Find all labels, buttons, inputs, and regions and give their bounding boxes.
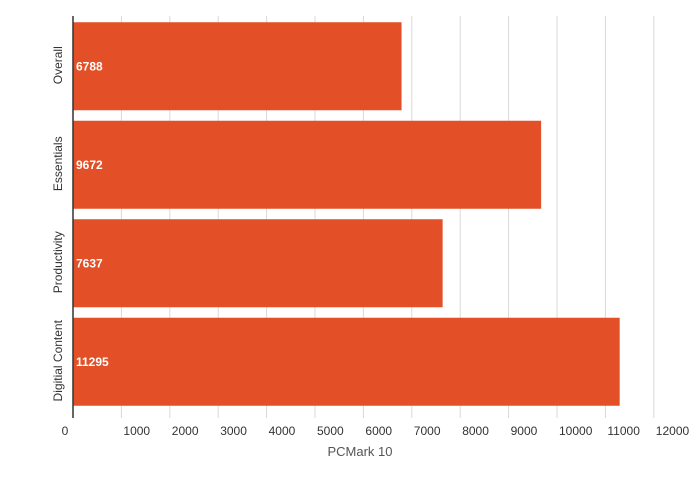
x-tick-label-7000: 7000 [414, 424, 441, 438]
bar-productivity [73, 219, 443, 308]
x-tick-label-0: 0 [62, 424, 69, 438]
x-tick-label-11000: 11000 [607, 424, 640, 438]
category-label-overall: Overall [51, 46, 65, 84]
x-tick-label-2000: 2000 [172, 424, 199, 438]
category-label-productivity: Productivity [51, 231, 65, 293]
category-label-digitial-content: Digitial Content [51, 319, 65, 401]
x-tick-label-4000: 4000 [269, 424, 296, 438]
x-tick-label-1000: 1000 [123, 424, 150, 438]
x-tick-label-8000: 8000 [462, 424, 489, 438]
data-label-digitial-content: 11295 [76, 355, 109, 369]
bar-digitial-content [73, 317, 620, 406]
x-tick-label-9000: 9000 [511, 424, 538, 438]
x-tick-label-10000: 10000 [559, 424, 593, 438]
data-label-overall: 6788 [76, 59, 103, 73]
x-axis-title: PCMark 10 [327, 444, 392, 459]
bar-essentials [73, 120, 542, 209]
data-label-productivity: 7637 [76, 256, 103, 270]
x-tick-label-5000: 5000 [317, 424, 344, 438]
category-label-essentials: Essentials [51, 136, 65, 191]
labels: 0 1000 2000 3000 4000 5000 6000 7000 8000 9000 100… [51, 46, 689, 438]
x-tick-label-3000: 3000 [220, 424, 247, 438]
bar-overall [73, 22, 402, 111]
bars [73, 22, 620, 406]
x-tick-label-12000: 12000 [656, 424, 690, 438]
x-tick-label-6000: 6000 [365, 424, 392, 438]
data-label-essentials: 9672 [76, 158, 103, 172]
